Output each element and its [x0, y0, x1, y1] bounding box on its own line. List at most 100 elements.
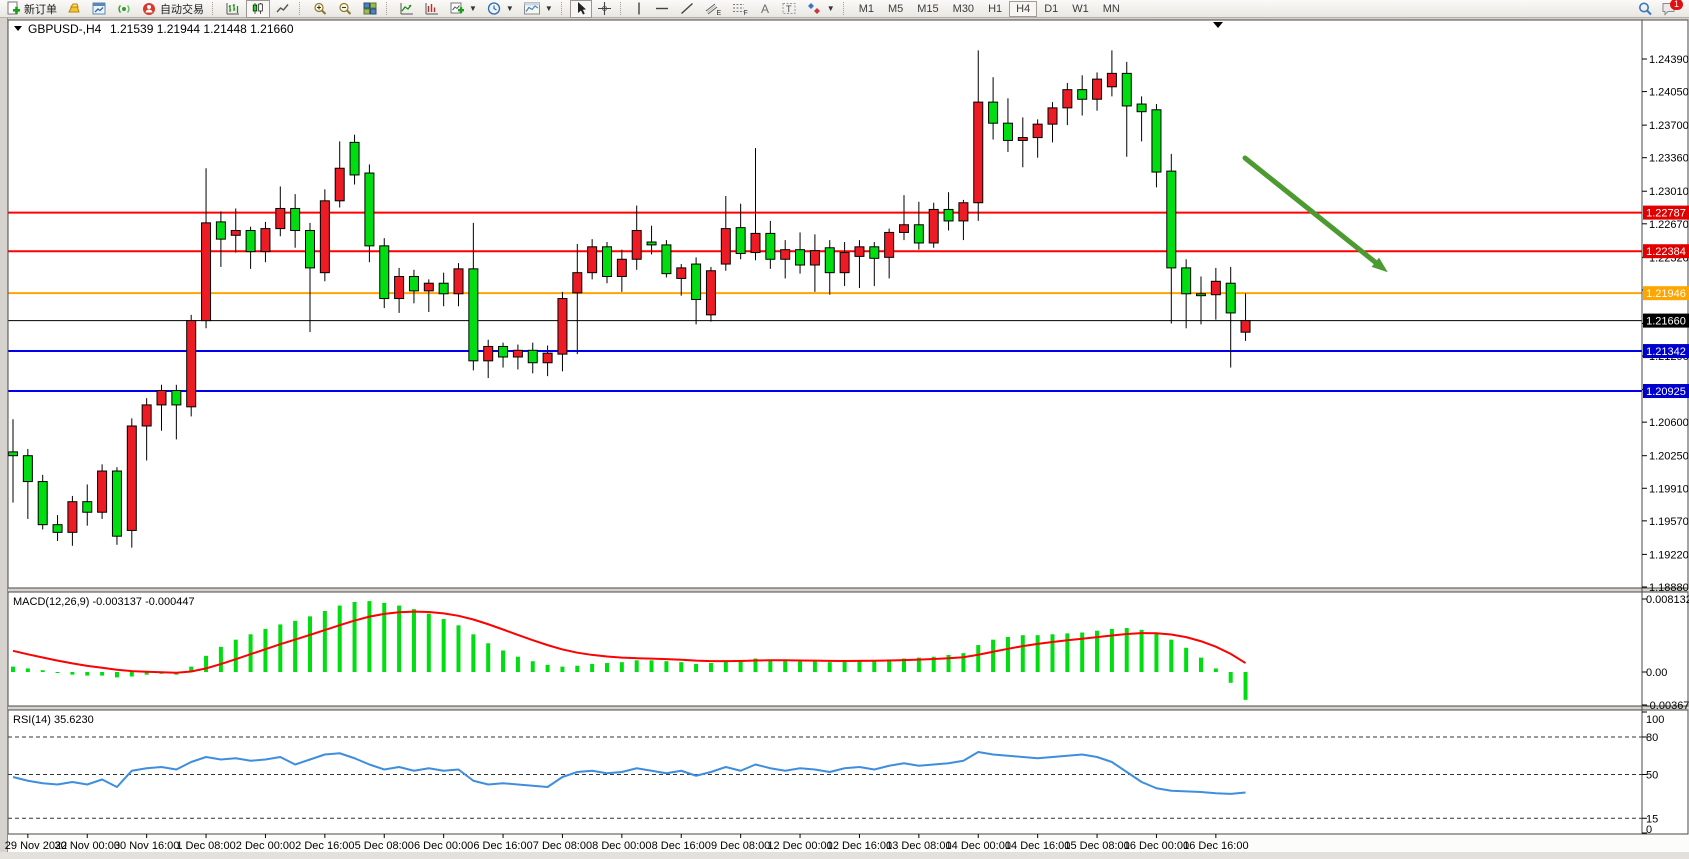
- macd-histogram-bar: [530, 661, 535, 672]
- status-strip: [0, 852, 1689, 859]
- timeframe-button-M30[interactable]: M30: [952, 2, 975, 15]
- macd-histogram-bar: [397, 605, 402, 672]
- channel-icon: E: [705, 3, 721, 16]
- vertical-line-tool-button[interactable]: [629, 0, 649, 18]
- timeframe-button-MN[interactable]: MN: [1102, 2, 1120, 15]
- macd-histogram-bar: [694, 663, 699, 672]
- zoom-in-button[interactable]: [308, 0, 332, 18]
- toolbar-separator: [560, 2, 566, 15]
- time-tick-label: 12 Dec 00:00: [767, 840, 832, 852]
- macd-histogram-bar: [783, 660, 788, 672]
- trendline-icon: [680, 2, 693, 15]
- auto-trading-button[interactable]: 自动交易: [137, 0, 208, 18]
- search-icon[interactable]: [1637, 1, 1653, 17]
- candle-body: [230, 230, 241, 236]
- cursor-tool-button[interactable]: [569, 0, 592, 18]
- candle-body: [1017, 137, 1028, 141]
- arrows-tool-button[interactable]: ▼: [802, 0, 839, 18]
- macd-histogram-bar: [1199, 657, 1203, 672]
- horizontal-line-icon: [655, 7, 668, 10]
- crosshair-tool-button[interactable]: [593, 0, 616, 18]
- candle-body: [126, 425, 137, 531]
- candle-body: [8, 451, 18, 457]
- svg-text:T: T: [786, 4, 792, 14]
- candlestick-chart-button[interactable]: [246, 0, 270, 18]
- candle-body: [1121, 72, 1132, 107]
- macd-histogram-bar: [1184, 647, 1189, 672]
- candle-body: [1092, 78, 1103, 100]
- macd-histogram-bar: [144, 672, 149, 675]
- market-watch-button[interactable]: [87, 0, 111, 18]
- candle-body: [780, 249, 791, 260]
- periods-button[interactable]: [420, 0, 444, 18]
- indicators-button[interactable]: [395, 0, 419, 18]
- candle-body: [111, 470, 122, 537]
- macd-histogram-bar: [322, 610, 327, 672]
- main-toolbar: 新订单 自动交易: [0, 0, 1689, 18]
- candle-body: [631, 230, 642, 260]
- macd-histogram-bar: [708, 663, 713, 672]
- timeframe-button-W1[interactable]: W1: [1072, 2, 1089, 15]
- macd-histogram-bar: [337, 605, 342, 672]
- macd-histogram-bar: [204, 655, 209, 672]
- channel-tool-button[interactable]: E: [700, 0, 726, 18]
- price-badge-label: 1.22787: [1646, 208, 1686, 220]
- trendline-tool-button[interactable]: [675, 0, 699, 18]
- timeframe-button-H1[interactable]: H1: [988, 2, 1003, 15]
- macd-histogram-bar: [114, 672, 119, 678]
- notification-count-badge: 1: [1670, 0, 1683, 10]
- tile-windows-icon: [363, 2, 377, 15]
- macd-histogram-bar: [1065, 633, 1070, 672]
- toolbar-separator: [212, 2, 217, 15]
- text-tool-button[interactable]: A: [754, 0, 776, 18]
- price-tick-label: 1.20250: [1649, 451, 1689, 463]
- timeframe-button-M5[interactable]: M5: [887, 2, 904, 15]
- timeframe-button-H4[interactable]: H4: [1009, 0, 1038, 17]
- time-tick-label: 30 Nov 00:00: [55, 840, 120, 852]
- candle-body: [958, 202, 969, 222]
- price-chart-canvas[interactable]: GBPUSD-,H4 1.21539 1.21944 1.21448 1.2166…: [0, 18, 1689, 859]
- timeframe-button-M15[interactable]: M15: [917, 2, 939, 15]
- line-chart-button[interactable]: [271, 0, 295, 18]
- macd-histogram-bar: [70, 672, 75, 675]
- macd-histogram-bar: [278, 624, 283, 672]
- candle-body: [171, 390, 182, 406]
- macd-histogram-bar: [218, 646, 223, 672]
- timeframe-button-D1[interactable]: D1: [1044, 2, 1059, 15]
- rsi-panel: RSI(14) 35.6230: [8, 714, 1642, 819]
- tile-windows-button[interactable]: [358, 0, 382, 18]
- time-tick-label: 7 Dec 08:00: [533, 840, 592, 852]
- candle-body: [676, 267, 687, 279]
- notifications-button[interactable]: 1: [1661, 0, 1683, 16]
- gold-button[interactable]: [62, 0, 86, 18]
- candle-body: [928, 208, 939, 244]
- candle-body: [1181, 267, 1192, 295]
- horizontal-line-tool-button[interactable]: [650, 0, 674, 18]
- text-label-tool-button[interactable]: T: [777, 0, 801, 18]
- candle-body: [705, 270, 716, 316]
- candle-body: [349, 141, 360, 176]
- macd-histogram-bar: [723, 661, 728, 672]
- zoom-out-button[interactable]: [333, 0, 357, 18]
- new-chart-button[interactable]: ▼: [445, 0, 481, 18]
- candle-body: [364, 172, 375, 247]
- timeframe-button-M1[interactable]: M1: [858, 2, 874, 15]
- candle-body: [334, 167, 345, 202]
- macd-histogram-bar: [411, 609, 416, 672]
- new-order-button[interactable]: 新订单: [2, 0, 61, 18]
- chart-profile-button[interactable]: ▼: [519, 0, 557, 18]
- signals-button[interactable]: [112, 0, 136, 18]
- candle-body: [305, 230, 315, 269]
- candle-body: [82, 501, 93, 513]
- indicators-icon: [400, 3, 413, 15]
- macd-histogram-bar: [441, 619, 446, 672]
- chart-profile-icon: [523, 2, 540, 15]
- candle-body: [973, 101, 984, 204]
- crosshair-icon: [597, 2, 611, 15]
- fibonacci-tool-button[interactable]: F: [727, 0, 753, 18]
- clock-button[interactable]: ▼: [482, 0, 518, 18]
- candle-body: [52, 524, 63, 533]
- rsi-scale-label: 50: [1646, 770, 1658, 782]
- bar-chart-button[interactable]: [221, 0, 245, 18]
- time-tick-label: 16 Dec 16:00: [1183, 840, 1248, 852]
